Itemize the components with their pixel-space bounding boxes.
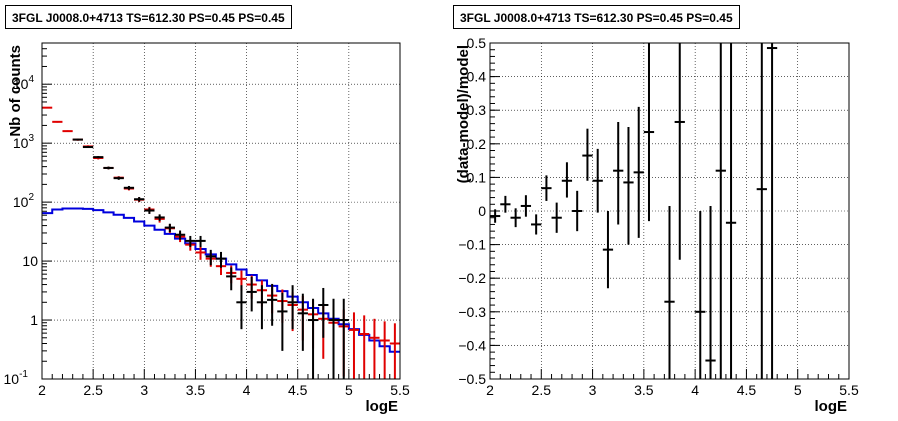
- right-x-tick-label: 5: [794, 382, 802, 398]
- right-y-tick-label: −0.5: [458, 371, 486, 387]
- left-frame: [41, 42, 401, 380]
- right-x-tick-label: 4: [691, 382, 699, 398]
- left-x-tick-label: 2: [38, 382, 46, 398]
- right-y-tick-label: −0.4: [458, 337, 486, 353]
- right-y-tick-label: 0.1: [467, 169, 487, 185]
- right-x-axis-label: logE: [815, 398, 848, 415]
- right-y-tick-label: 0.4: [467, 69, 487, 85]
- right-y-tick-label: 0.3: [467, 102, 487, 118]
- right-frame: [489, 42, 850, 380]
- right-y-tick-label: −0.2: [458, 270, 486, 286]
- right-y-tick-label: −0.1: [458, 237, 486, 253]
- left-x-tick-label: 2.5: [83, 382, 103, 398]
- right-y-tick-label: −0.3: [458, 304, 486, 320]
- right-x-tick-label: 4.5: [737, 382, 757, 398]
- left-x-axis-label: logE: [366, 398, 399, 415]
- left-chart-title: 3FGL J0008.0+4713 TS=612.30 PS=0.45 PS=0…: [5, 5, 292, 29]
- right-x-tick-label: 2.5: [532, 382, 552, 398]
- right-y-axis-label: (data-model)/model: [455, 45, 472, 183]
- right-x-tick-label: 3: [589, 382, 597, 398]
- right-y-tick-label: 0.5: [467, 35, 487, 51]
- left-x-tick-label: 4.5: [288, 382, 308, 398]
- left-y-tick-label: 10-1: [4, 369, 29, 387]
- right-plot: 2 2.5 3 3.5 4 4.5 5 5.5 −0.5 −0.4 −0.3 −0.2 −0.1 0 0.1…: [455, 35, 859, 415]
- left-y-tick-label: 1: [30, 312, 38, 328]
- left-y-tick-label: 102: [13, 192, 35, 210]
- right-x-tick-label: 3.5: [634, 382, 654, 398]
- left-x-tick-label: 5: [345, 382, 353, 398]
- right-chart-title: 3FGL J0008.0+4713 TS=612.30 PS=0.45 PS=0…: [453, 5, 740, 29]
- left-x-tick-label: 3.5: [186, 382, 206, 398]
- right-y-tick-label: 0: [478, 203, 486, 219]
- left-y-tick-label: 10: [22, 253, 38, 269]
- left-y-axis-label: Nb of counts: [7, 45, 24, 137]
- left-x-tick-label: 4: [243, 382, 251, 398]
- left-x-tick-label: 5.5: [390, 382, 410, 398]
- right-y-tick-label: 0.2: [467, 136, 487, 152]
- right-x-tick-label: 2: [486, 382, 494, 398]
- right-x-tick-label: 5.5: [839, 382, 859, 398]
- left-x-tick-label: 3: [140, 382, 148, 398]
